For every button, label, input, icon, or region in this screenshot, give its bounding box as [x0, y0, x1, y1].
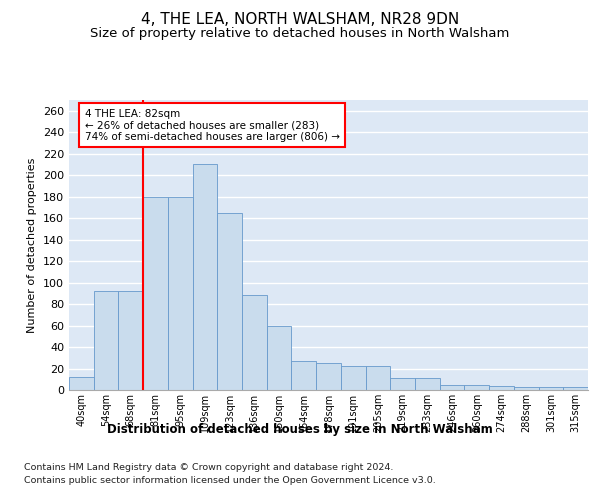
Bar: [415, 378, 440, 390]
Y-axis label: Number of detached properties: Number of detached properties: [28, 158, 37, 332]
Bar: [242, 296, 267, 390]
Bar: [539, 387, 563, 390]
Bar: [514, 387, 539, 390]
Text: 4 THE LEA: 82sqm
← 26% of detached houses are smaller (283)
74% of semi-detached: 4 THE LEA: 82sqm ← 26% of detached house…: [85, 108, 340, 142]
Bar: [267, 326, 292, 390]
Bar: [69, 377, 94, 390]
Bar: [440, 384, 464, 390]
Bar: [316, 363, 341, 390]
Bar: [464, 384, 489, 390]
Bar: [292, 361, 316, 390]
Bar: [118, 291, 143, 390]
Text: Size of property relative to detached houses in North Walsham: Size of property relative to detached ho…: [91, 28, 509, 40]
Text: Contains public sector information licensed under the Open Government Licence v3: Contains public sector information licen…: [24, 476, 436, 485]
Bar: [489, 386, 514, 390]
Bar: [94, 291, 118, 390]
Bar: [390, 378, 415, 390]
Text: Contains HM Land Registry data © Crown copyright and database right 2024.: Contains HM Land Registry data © Crown c…: [24, 462, 394, 471]
Bar: [341, 366, 365, 390]
Bar: [143, 196, 168, 390]
Bar: [563, 387, 588, 390]
Bar: [365, 366, 390, 390]
Text: Distribution of detached houses by size in North Walsham: Distribution of detached houses by size …: [107, 422, 493, 436]
Bar: [168, 196, 193, 390]
Bar: [193, 164, 217, 390]
Bar: [217, 213, 242, 390]
Text: 4, THE LEA, NORTH WALSHAM, NR28 9DN: 4, THE LEA, NORTH WALSHAM, NR28 9DN: [141, 12, 459, 28]
